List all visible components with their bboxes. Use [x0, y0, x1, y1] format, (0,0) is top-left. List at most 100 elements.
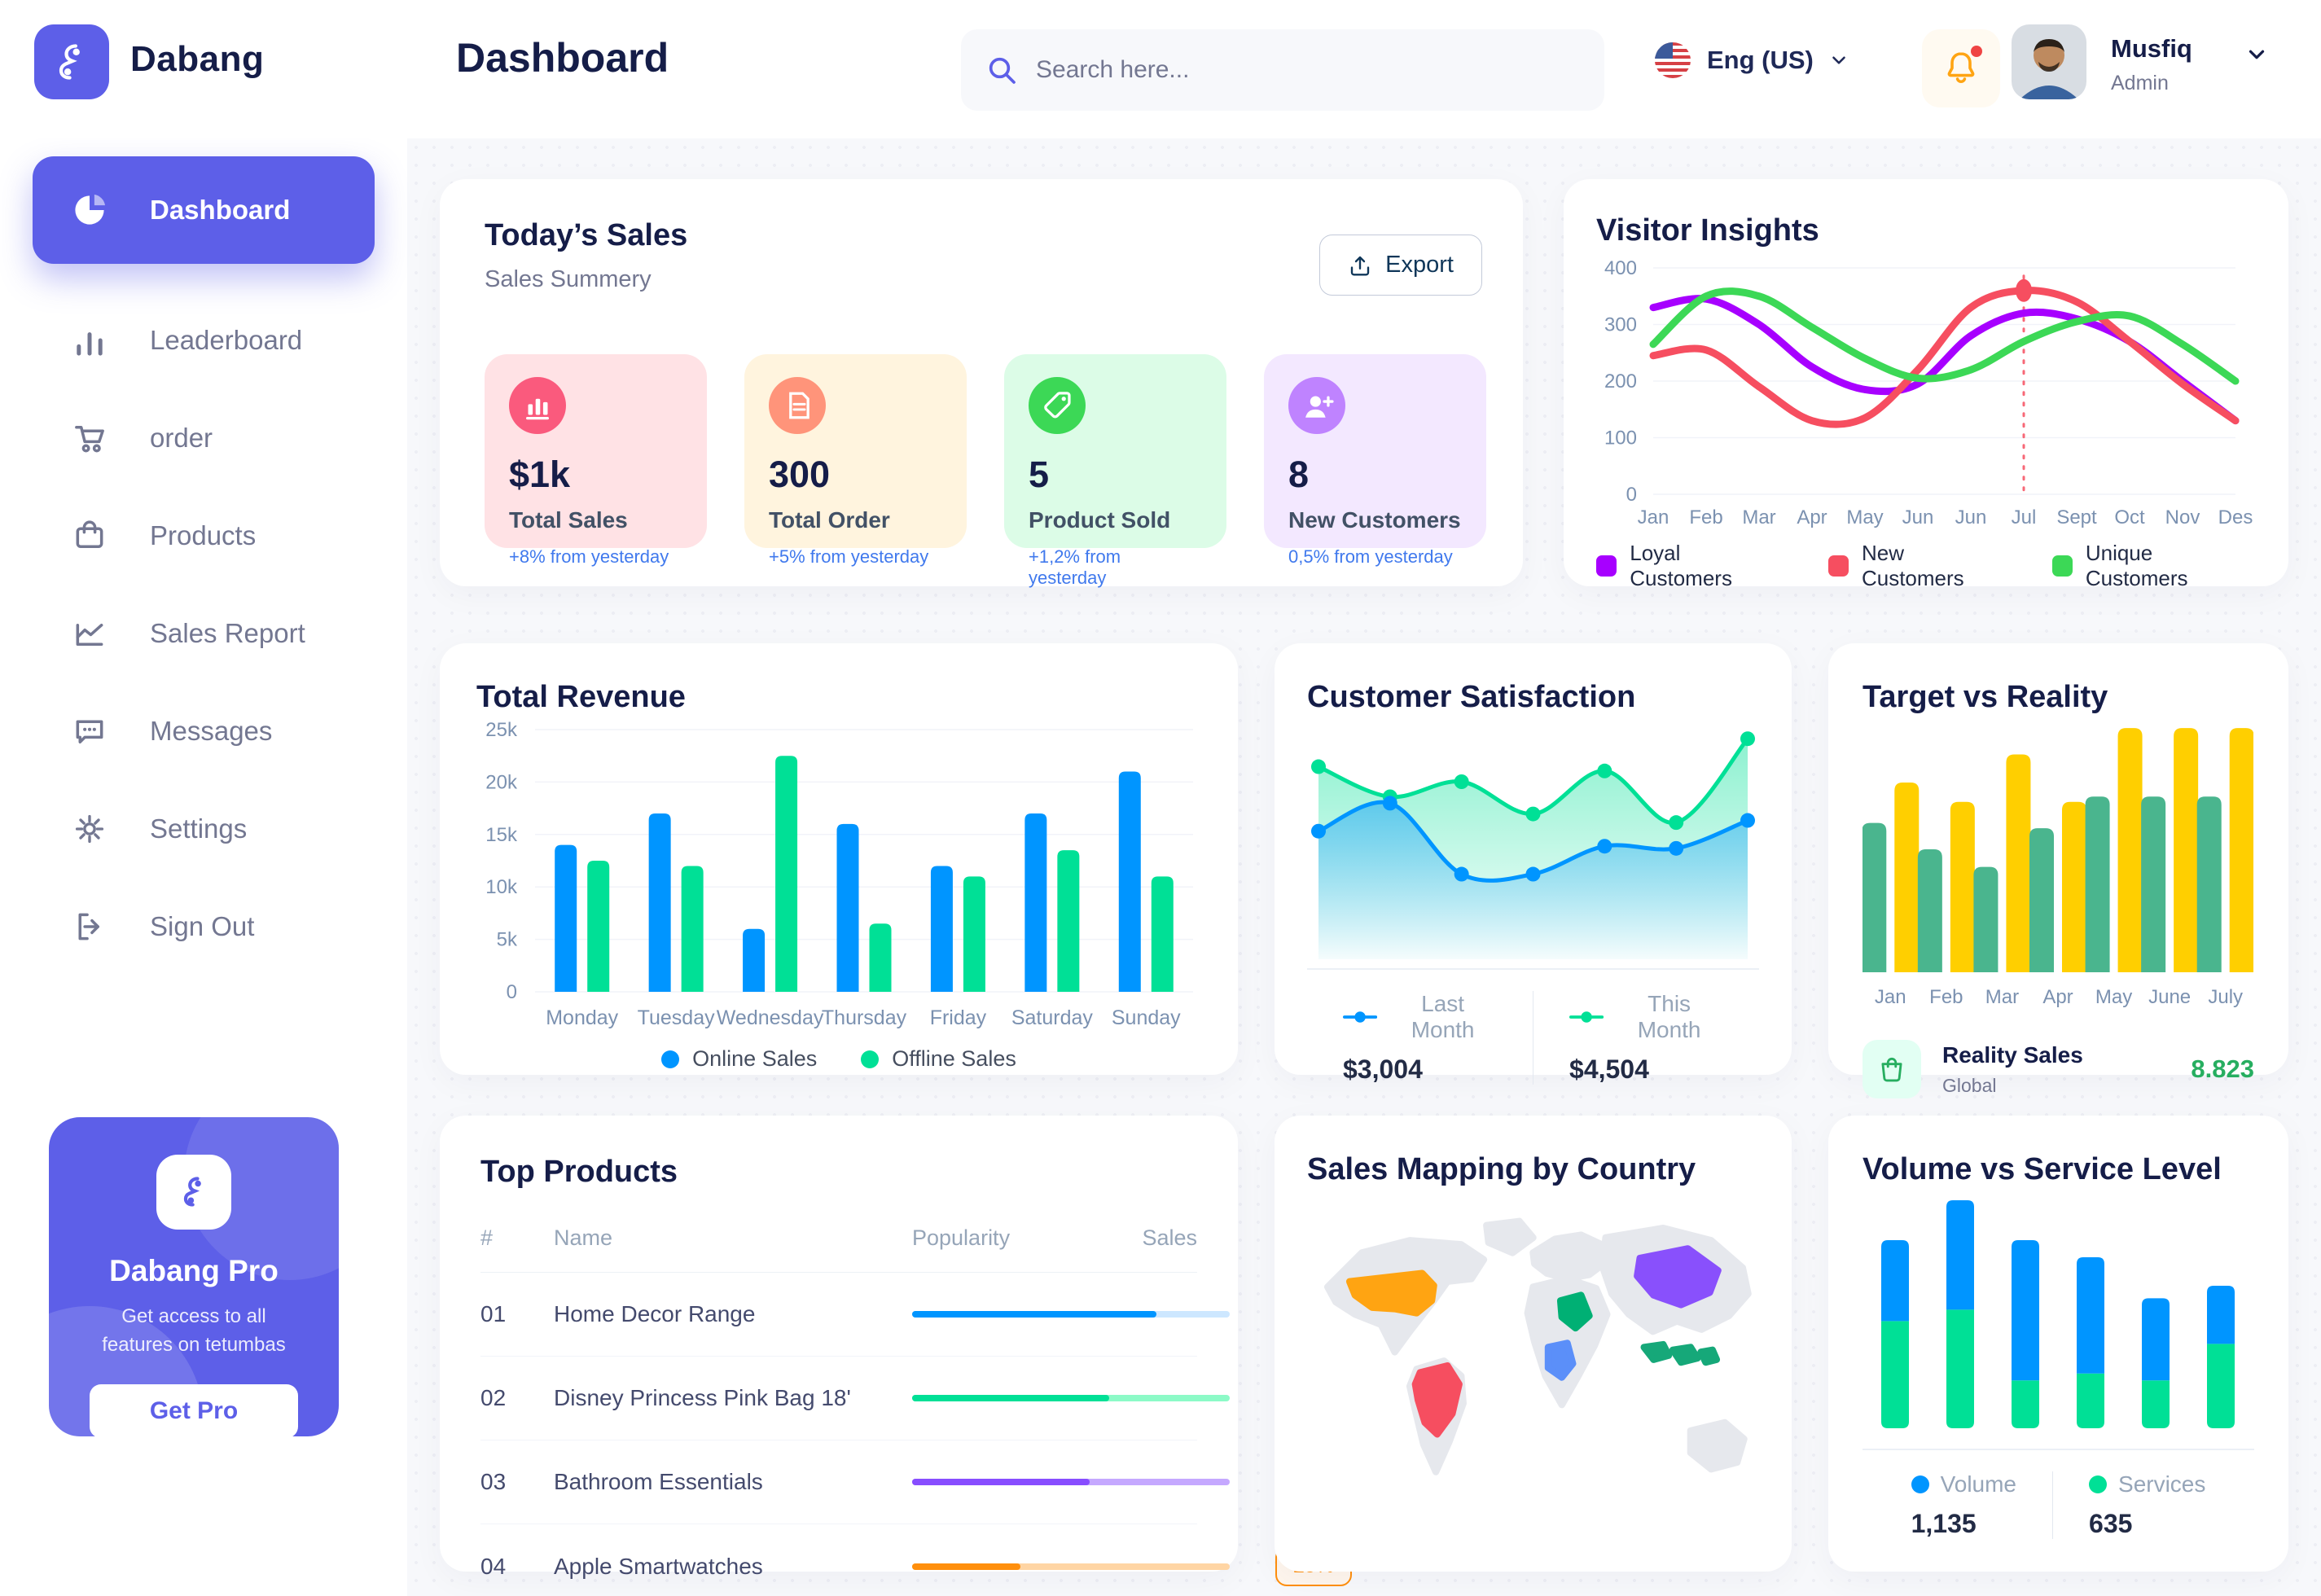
summary-card-total-order: 300 Total Order +5% from yesterday — [744, 354, 967, 567]
svg-text:Thursday: Thursday — [822, 1006, 907, 1029]
svg-text:Apr: Apr — [1797, 506, 1827, 528]
legend-item: Volume — [1911, 1471, 2016, 1497]
country-indonesia — [1640, 1340, 1673, 1363]
sidebar-item-sales-report[interactable]: Sales Report — [0, 585, 407, 682]
order-icon — [769, 377, 826, 434]
sidebar-nav: Dashboard Leaderboard order Products Sal… — [0, 156, 407, 976]
svg-text:Feb: Feb — [1929, 986, 1963, 1008]
svg-text:10k: 10k — [485, 876, 518, 898]
metric-value: 300 — [769, 454, 831, 495]
volume-service-card: Volume vs Service Level Volume 1,135 Ser… — [1828, 1116, 2288, 1572]
column-header: Name — [554, 1226, 613, 1250]
bell-icon — [1947, 52, 1975, 83]
export-icon — [1350, 256, 1370, 275]
export-button[interactable]: Export — [1319, 235, 1482, 296]
volume-legend: Volume 1,135 — [1876, 1471, 2052, 1539]
row-number: 01 — [480, 1301, 507, 1326]
world-map — [1307, 1187, 1759, 1541]
sidebar: Dashboard Leaderboard order Products Sal… — [0, 138, 407, 1596]
notification-button[interactable] — [1922, 29, 2000, 107]
sidebar-item-label: Settings — [150, 813, 248, 844]
search-bar[interactable] — [961, 29, 1604, 111]
metric-delta: 0,5% from yesterday — [1288, 546, 1453, 567]
svg-text:Sept: Sept — [2056, 506, 2097, 528]
get-pro-button[interactable]: Get Pro — [90, 1383, 298, 1436]
legend-item: Services — [2089, 1471, 2205, 1497]
sidebar-item-leaderboard[interactable]: Leaderboard — [0, 292, 407, 389]
sidebar-item-order[interactable]: order — [0, 389, 407, 487]
sidebar-item-label: Messages — [150, 716, 273, 746]
svg-text:June: June — [2148, 986, 2191, 1008]
legend-label: New Customers — [1861, 541, 1964, 590]
sidebar-item-settings[interactable]: Settings — [0, 780, 407, 878]
customer-satisfaction-title: Customer Satisfaction — [1307, 680, 1636, 714]
sidebar-item-products[interactable]: Products — [0, 487, 407, 585]
pro-title: Dabang Pro — [109, 1254, 279, 1287]
notification-dot — [1971, 46, 1982, 57]
last-month-total: $3,004 — [1343, 1054, 1423, 1084]
row-number: 04 — [480, 1553, 507, 1579]
customer-satisfaction-chart — [1307, 715, 1759, 963]
top-products-title: Top Products — [480, 1155, 678, 1189]
sidebar-item-label: Dashboard — [150, 195, 291, 225]
total-revenue-title: Total Revenue — [476, 680, 686, 714]
offline-sales-dot — [861, 1050, 880, 1068]
volume-service-legend: Volume 1,135 Services 635 — [1863, 1471, 2254, 1539]
metric-delta: +1,2% from yesterday — [1029, 546, 1121, 588]
total-revenue-legend: Online Sales Offline Sales — [476, 1046, 1201, 1072]
popularity-bar-fill — [912, 1563, 1020, 1570]
todays-sales-card: Today’s Sales Sales Summery Export $1k T… — [440, 179, 1523, 588]
search-input[interactable] — [1036, 56, 1557, 84]
svg-text:Jan: Jan — [1638, 506, 1669, 528]
legend-label: Last Month — [1411, 990, 1475, 1042]
summary-card-product-sold: 5 Product Sold +1,2% from yesterday — [1004, 354, 1226, 588]
popularity-bar-fill — [912, 1395, 1109, 1401]
legend-label: Services — [2118, 1471, 2206, 1497]
sidebar-item-dashboard[interactable]: Dashboard — [33, 156, 375, 264]
legend-label: Volume — [1940, 1471, 2017, 1497]
top-products-card: Top Products # Name Popularity Sales 01 … — [440, 1116, 1352, 1586]
metric-label: Product Sold — [1029, 507, 1171, 533]
bars-icon — [77, 332, 103, 356]
pie-icon — [75, 194, 106, 225]
legend-label: This Month — [1637, 990, 1701, 1042]
legend-item: Last Month — [1343, 991, 1497, 1043]
this-month-marker-icon — [1569, 1011, 1604, 1023]
target-vs-reality-title: Target vs Reality — [1863, 680, 2108, 714]
svg-text:0: 0 — [507, 981, 517, 1003]
svg-text:Jun: Jun — [1902, 506, 1934, 528]
top-products-header: # Name Popularity Sales — [480, 1226, 1197, 1273]
bag-icon — [76, 520, 103, 548]
avatar[interactable] — [2012, 24, 2086, 99]
sidebar-item-sign-out[interactable]: Sign Out — [0, 878, 407, 976]
country-china — [1634, 1245, 1722, 1309]
brand-logo-icon — [34, 24, 109, 99]
svg-text:Apr: Apr — [2042, 986, 2073, 1008]
popularity-bar — [912, 1311, 1230, 1318]
signout-icon — [78, 913, 100, 940]
sidebar-item-messages[interactable]: Messages — [0, 682, 407, 780]
summary-card-total-sales: $1k Total Sales +8% from yesterday — [485, 354, 707, 567]
svg-text:May: May — [1846, 506, 1883, 528]
legend-item: Online Sales — [661, 1046, 817, 1072]
top-products-rows: 01 Home Decor Range 45%02 Disney Princes… — [480, 1273, 1352, 1596]
country-dr-congo — [1544, 1340, 1577, 1381]
reality-sales-name: Reality Sales — [1942, 1041, 2083, 1068]
svg-text:May: May — [2095, 986, 2132, 1008]
popularity-bar — [912, 1395, 1230, 1401]
search-icon — [989, 57, 1016, 84]
legend-item: This Month — [1569, 991, 1723, 1043]
legend-item: Offline Sales — [861, 1046, 1016, 1072]
reality-sales-value: 8.823 — [2191, 1054, 2254, 1083]
user-menu-chevron-icon[interactable] — [2244, 42, 2269, 67]
sales-summary-cards: $1k Total Sales +8% from yesterday 300 T… — [485, 354, 1486, 588]
language-selector[interactable]: Eng (US) — [1653, 41, 1849, 80]
column-header: Sales — [1142, 1226, 1197, 1250]
legend-label: Loyal Customers — [1630, 541, 1732, 590]
tag-icon — [1029, 377, 1086, 434]
product-name: Bathroom Essentials — [554, 1469, 763, 1494]
table-row: 02 Disney Princess Pink Bag 18' 29% — [480, 1357, 1352, 1440]
avatar-photo — [2012, 24, 2086, 99]
summary-card-new-customers: 8 New Customers 0,5% from yesterday — [1264, 354, 1486, 567]
popularity-bar-fill — [912, 1311, 1157, 1318]
